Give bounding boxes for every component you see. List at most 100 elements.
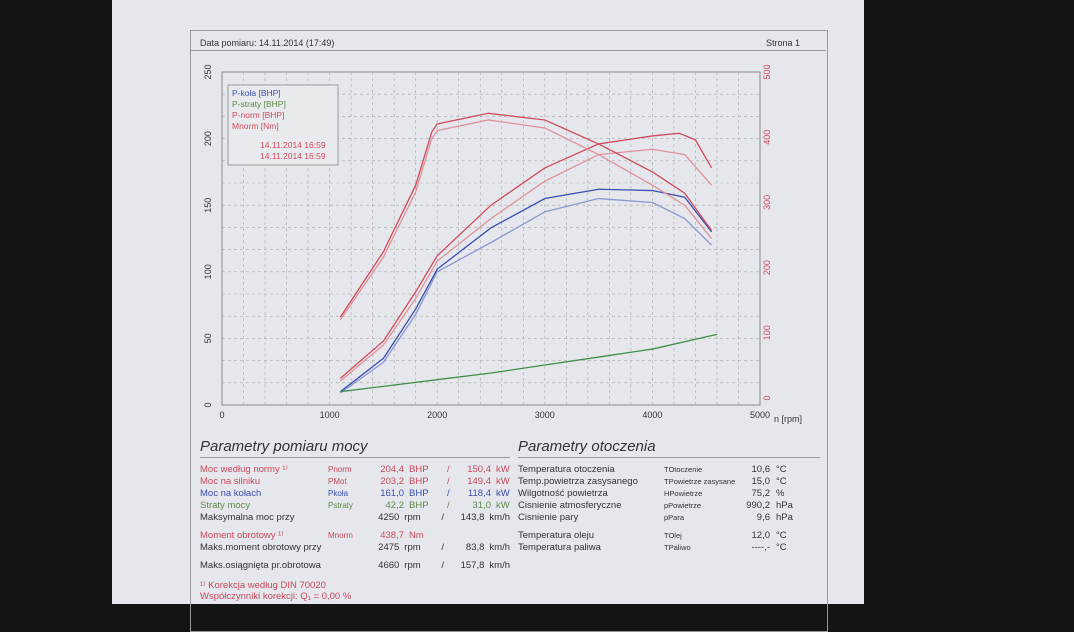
param-unit-2: kW	[496, 500, 510, 511]
env-unit: °C	[776, 476, 787, 487]
param-symbol: Pstraty	[328, 501, 353, 510]
env-symbol: TOtoczenie	[664, 465, 703, 474]
series-line-6	[339, 119, 713, 321]
series-line-4	[339, 148, 713, 382]
power-row: Moc na silniku PMot 203,2 BHP / 149,4 kW	[200, 476, 510, 487]
measurement-date: Data pomiaru: 14.11.2014 (17:49)	[200, 38, 335, 48]
env-value: 9,6	[756, 512, 770, 523]
param-symbol: PMot	[328, 477, 347, 486]
y-left-tick-label: 0	[203, 402, 213, 407]
env-row: Cisnienie atmosferyczne pPowietrze 990,2…	[518, 500, 820, 512]
param-label: Moc na kołach	[200, 488, 262, 499]
param-value: 2475	[378, 542, 400, 553]
env-unit: hPa	[776, 500, 793, 511]
param-unit: rpm	[404, 560, 421, 571]
param-label: Maks.moment obrotowy przy	[200, 542, 322, 553]
param-value: 438,7	[380, 530, 404, 541]
env-row: Temperatura oleju TOlej 12,0 °C	[518, 530, 820, 542]
series-line-1	[339, 197, 713, 394]
param-value-2	[457, 530, 491, 542]
y-left-tick-label: 50	[203, 333, 213, 343]
y-right-tick-label: 200	[762, 260, 772, 275]
param-unit: BHP	[409, 488, 429, 499]
x-axis-label: n [rpm]	[774, 414, 802, 424]
param-unit: rpm	[404, 512, 421, 523]
legend-box	[227, 84, 339, 166]
series-line-0	[339, 188, 713, 393]
env-label: Temp.powietrza zasysanego	[518, 476, 638, 487]
param-unit-2: km/h	[489, 512, 510, 523]
env-symbol: TPaliwo	[664, 543, 691, 552]
env-symbol: pPowietrze	[664, 501, 702, 510]
x-tick-label: 0	[219, 410, 224, 420]
y-right-tick-label: 400	[762, 130, 772, 145]
env-symbol: TPowietrze zasysane	[664, 477, 736, 486]
header-divider	[190, 50, 826, 51]
param-label: Maks.osiągnięta pr.obrotowa	[200, 560, 321, 571]
param-value-2: 118,4	[467, 488, 491, 499]
series-line-5	[339, 112, 713, 318]
env-label: Temperatura oleju	[518, 530, 595, 541]
x-tick-label: 3000	[535, 410, 555, 420]
power-row: Moment obrotowy ¹⁾ Mnorm 438,7 Nm	[200, 530, 510, 542]
param-value: 203,2	[380, 476, 404, 487]
env-row: Temp.powietrza zasysanego TPowietrze zas…	[518, 476, 820, 488]
env-label: Temperatura otoczenia	[518, 464, 615, 475]
env-value: ----,-	[751, 542, 770, 553]
y-left-tick-label: 150	[203, 198, 213, 213]
legend-entry: P-koła [BHP]	[232, 88, 281, 98]
param-unit-2: kW	[496, 476, 510, 487]
param-unit-2: kW	[496, 488, 510, 499]
env-row: Temperatura otoczenia TOtoczenie 10,6 °C	[518, 464, 820, 476]
legend-entry: Mnorm [Nm]	[232, 121, 279, 131]
x-tick-label: 2000	[427, 410, 447, 420]
param-value-2: 150,4	[467, 464, 491, 475]
x-tick-label: 5000	[750, 410, 770, 420]
param-value-2: 157,8	[460, 560, 485, 571]
env-value: 15,0	[751, 476, 771, 487]
env-row: Temperatura paliwa TPaliwo ----,- °C	[518, 542, 820, 554]
env-unit: °C	[776, 530, 787, 541]
env-symbol: pPara	[664, 513, 685, 522]
param-value: 204,4	[380, 464, 404, 475]
env-unit: %	[776, 488, 785, 499]
environment-section: Parametry otoczenia Temperatura otoczeni…	[518, 438, 820, 554]
power-row: Straty mocy Pstraty 42,2 BHP / 31,0 kW	[200, 500, 510, 511]
env-value: 10,6	[751, 464, 771, 475]
param-unit-2: km/h	[489, 560, 510, 571]
param-unit: Nm	[409, 530, 424, 541]
param-value-2: 31,0	[472, 500, 492, 511]
env-row: Cisnienie pary pPara 9,6 hPa	[518, 512, 820, 524]
env-label: Cisnienie pary	[518, 512, 579, 523]
power-row: Moc na kołach Pkoła 161,0 BHP / 118,4 kW	[200, 488, 510, 499]
y-left-tick-label: 200	[203, 131, 213, 146]
param-symbol: Pkoła	[328, 489, 349, 498]
param-value-2: 149,4	[467, 476, 491, 487]
param-value: 4660	[378, 560, 400, 571]
environment-title: Parametry otoczenia	[518, 438, 820, 458]
param-label: Straty mocy	[200, 500, 251, 511]
param-unit-2	[491, 530, 496, 542]
param-unit: BHP	[409, 476, 429, 487]
page-number: Strona 1	[766, 38, 801, 48]
correction-factor: Współczynniki korekcji: Q₁ = 0,00 %	[200, 591, 352, 602]
env-label: Temperatura paliwa	[518, 542, 601, 553]
param-symbol	[325, 542, 368, 554]
legend-entry: P-norm [BHP]	[232, 110, 284, 120]
param-value: 161,0	[380, 488, 404, 499]
legend-entry: P-straty [BHP]	[232, 99, 286, 109]
y-right-tick-label: 300	[762, 195, 772, 210]
param-symbol: Pnorm	[328, 465, 352, 474]
legend-run: 14.11.2014 16:59	[260, 140, 326, 150]
power-params-title: Parametry pomiaru mocy	[200, 438, 510, 458]
param-symbol: Mnorm	[328, 531, 353, 540]
param-value: 42,2	[385, 500, 405, 511]
param-value-2: 83,8	[465, 542, 485, 553]
param-label: Moment obrotowy ¹⁾	[200, 530, 284, 541]
power-params-section: Parametry pomiaru mocy Moc według normy …	[200, 438, 510, 602]
env-value: 990,2	[746, 500, 770, 511]
x-tick-label: 1000	[320, 410, 340, 420]
dyno-chart: 0 1000 2000 3000 4000 5000 0 50 100 150 200 250 0 100…	[203, 64, 802, 424]
plot-area	[221, 71, 761, 406]
y-left-tick-label: 250	[203, 64, 213, 79]
